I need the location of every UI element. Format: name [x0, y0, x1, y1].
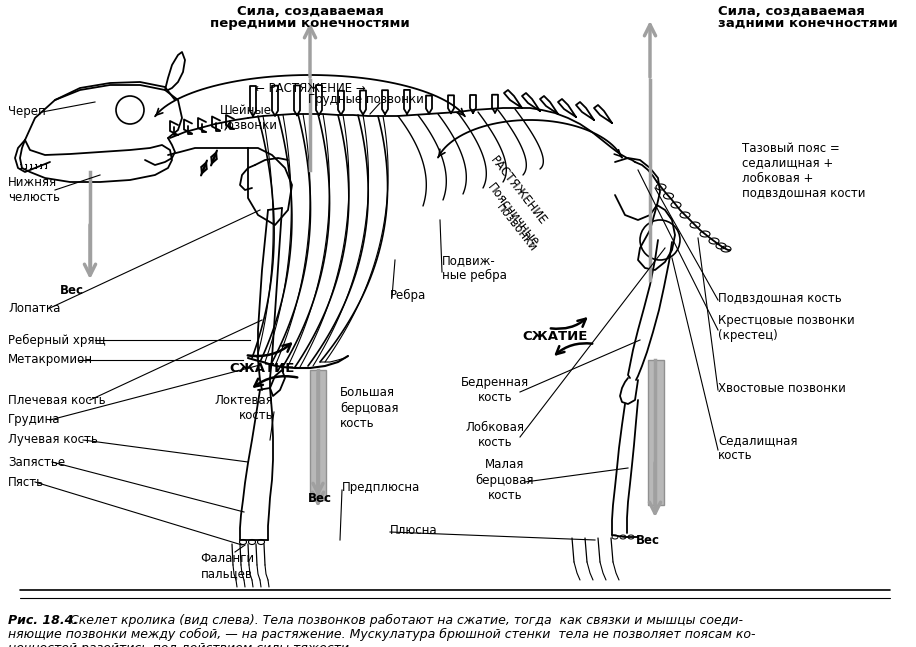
Text: Скелет кролика (вид слева). Тела позвонков работают на сжатие, тогда  как связки: Скелет кролика (вид слева). Тела позвонк… [70, 614, 743, 627]
Text: Крестцовые позвонки
(крестец): Крестцовые позвонки (крестец) [718, 314, 855, 342]
Bar [648, 360, 664, 505]
Text: задними конечностями: задними конечностями [718, 17, 898, 30]
Text: Лопатка: Лопатка [8, 302, 60, 314]
Text: ← РАСТЯЖЕНИЕ →: ← РАСТЯЖЕНИЕ → [255, 82, 365, 94]
Text: Предплюсна: Предплюсна [342, 481, 420, 494]
Text: Ребра: Ребра [390, 289, 426, 302]
Text: Рис. 18.4.: Рис. 18.4. [8, 614, 78, 627]
Text: Шейные
позвонки: Шейные позвонки [220, 104, 278, 132]
Text: Плечевая кость: Плечевая кость [8, 393, 105, 406]
Text: Пясть: Пясть [8, 476, 44, 488]
Text: Запястье: Запястье [8, 455, 65, 468]
Text: няющие позвонки между собой, — на растяжение. Мускулатура брюшной стенки  тела н: няющие позвонки между собой, — на растяж… [8, 628, 756, 641]
Text: Плюсна: Плюсна [390, 523, 438, 536]
Text: Тазовый пояс =: Тазовый пояс = [742, 142, 840, 155]
Text: Нижняя
челюсть: Нижняя челюсть [8, 176, 60, 204]
Text: Седалищная
кость: Седалищная кость [718, 434, 798, 462]
Text: седалищная +: седалищная + [742, 157, 834, 170]
Text: Поясничные: Поясничные [485, 181, 542, 249]
Text: Реберный хрящ: Реберный хрящ [8, 333, 105, 347]
Text: Вес: Вес [60, 283, 84, 296]
Bar [310, 370, 326, 500]
Text: Фаланги
пальцев: Фаланги пальцев [200, 552, 254, 580]
Text: Подвиж-
ные ребра: Подвиж- ные ребра [442, 254, 507, 282]
Text: нечностей разойтись под действием силы тяжести.: нечностей разойтись под действием силы т… [8, 642, 353, 647]
Text: Сила, создаваемая: Сила, создаваемая [236, 5, 384, 18]
Text: позвонки: позвонки [494, 201, 540, 255]
Text: Подвздошная кость: Подвздошная кость [718, 292, 842, 305]
Text: Бедренная
кость: Бедренная кость [461, 376, 529, 404]
Text: передними конечностями: передними конечностями [210, 17, 409, 30]
Text: Лучевая кость: Лучевая кость [8, 433, 98, 446]
Text: Малая
берцовая
кость: Малая берцовая кость [475, 459, 534, 501]
Text: Грудина: Грудина [8, 413, 60, 426]
Text: Грудные позвонки: Грудные позвонки [308, 94, 424, 107]
Text: подвздошная кости: подвздошная кости [742, 186, 866, 199]
Text: Вес: Вес [308, 492, 332, 505]
Text: СЖАТИЕ: СЖАТИЕ [522, 329, 588, 342]
Text: Череп: Череп [8, 105, 46, 118]
Text: Метакромион: Метакромион [8, 353, 93, 366]
Text: Большая
берцовая
кость: Большая берцовая кость [340, 386, 398, 430]
Text: Лобковая
кость: Лобковая кость [465, 421, 525, 449]
Text: Хвостовые позвонки: Хвостовые позвонки [718, 382, 845, 395]
Text: лобковая +: лобковая + [742, 171, 813, 184]
Text: Локтевая
кость: Локтевая кость [214, 394, 273, 422]
Text: Вес: Вес [636, 534, 660, 547]
Text: Сила, создаваемая: Сила, создаваемая [718, 5, 865, 18]
Text: СЖАТИЕ: СЖАТИЕ [229, 362, 295, 375]
Text: РАСТЯЖЕНИЕ: РАСТЯЖЕНИЕ [488, 154, 550, 228]
